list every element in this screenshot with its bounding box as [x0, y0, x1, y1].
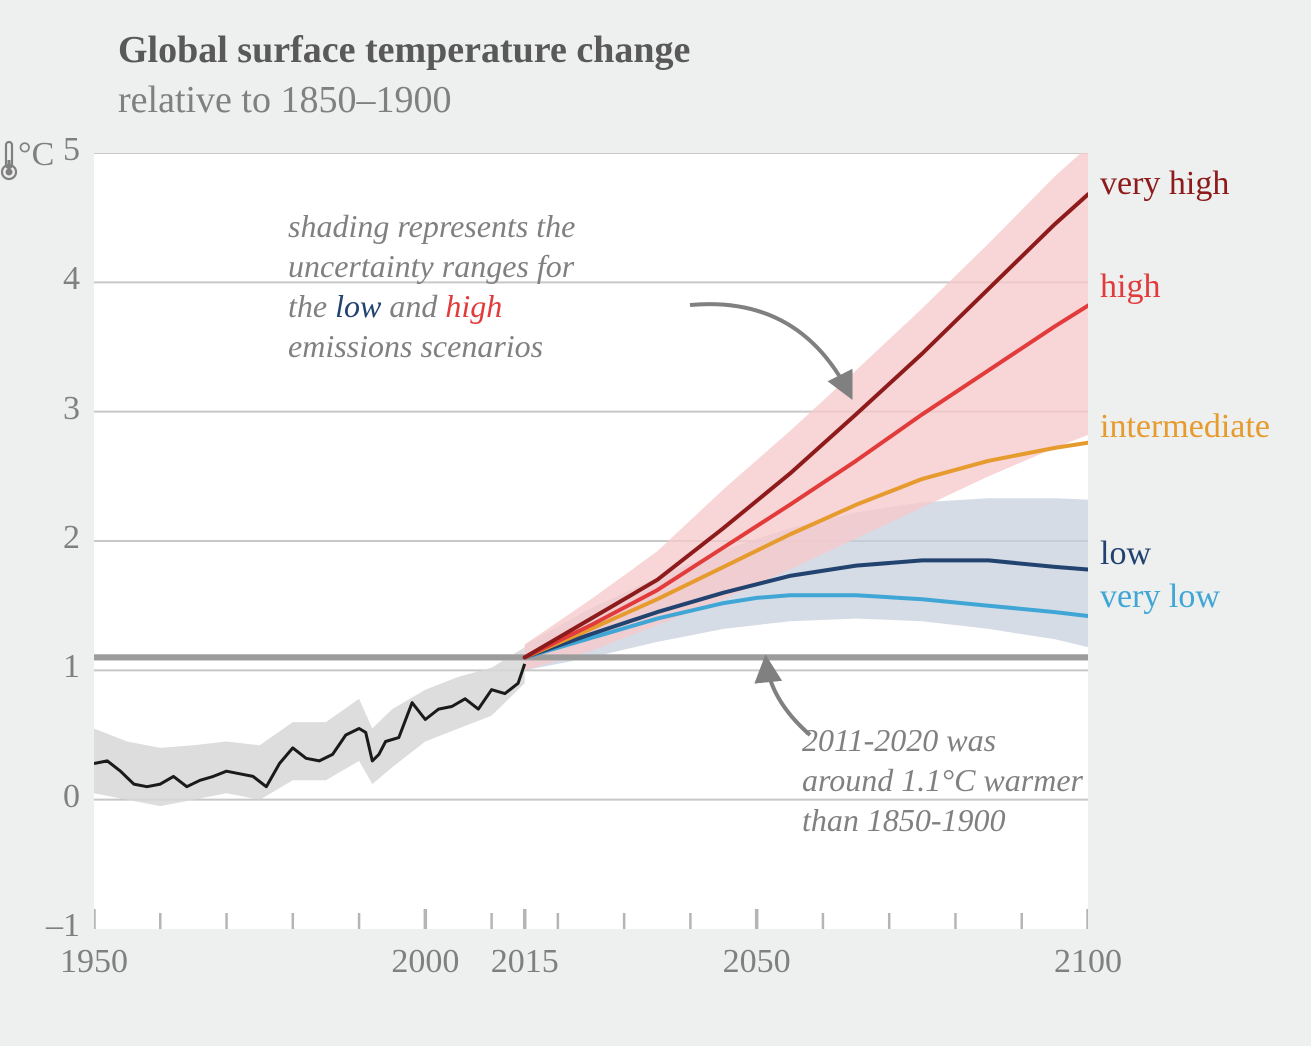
x-tick-label: 2015	[475, 943, 575, 981]
annot-line3a: the	[288, 288, 335, 324]
annotation-baseline: 2011-2020 was around 1.1°C warmer than 1…	[802, 720, 1083, 840]
annot-line2: uncertainty ranges for	[288, 248, 574, 284]
y-tick-label: 2	[0, 519, 80, 557]
series-label-very_low: very low	[1100, 578, 1220, 616]
y-tick-label: –1	[0, 907, 80, 945]
x-tick-label: 2000	[375, 943, 475, 981]
x-tick-label: 2100	[1038, 943, 1138, 981]
annot2-line3: than 1850-1900	[802, 802, 1006, 838]
y-tick-label: 1	[0, 648, 80, 686]
y-tick-label: 0	[0, 778, 80, 816]
series-label-high: high	[1100, 268, 1160, 306]
series-label-very_high: very high	[1100, 165, 1229, 203]
annot2-line1: 2011-2020 was	[802, 722, 996, 758]
series-label-low: low	[1100, 535, 1151, 573]
y-tick-label: 3	[0, 390, 80, 428]
y-tick-label: 5	[0, 131, 80, 169]
annot-high: high	[445, 288, 502, 324]
chart-subtitle: relative to 1850–1900	[118, 78, 451, 122]
series-label-intermediate: intermediate	[1100, 408, 1270, 446]
annot-line4: emissions scenarios	[288, 328, 543, 364]
y-tick-label: 4	[0, 260, 80, 298]
x-tick-label: 2050	[707, 943, 807, 981]
annot-line1: shading represents the	[288, 208, 575, 244]
annotation-shading: shading represents the uncertainty range…	[288, 206, 575, 366]
x-tick-label: 1950	[44, 943, 144, 981]
annot2-line2: around 1.1°C warmer	[802, 762, 1083, 798]
chart-title: Global surface temperature change	[118, 28, 690, 72]
annot-low: low	[335, 288, 381, 324]
annot-line3b: and	[381, 288, 445, 324]
